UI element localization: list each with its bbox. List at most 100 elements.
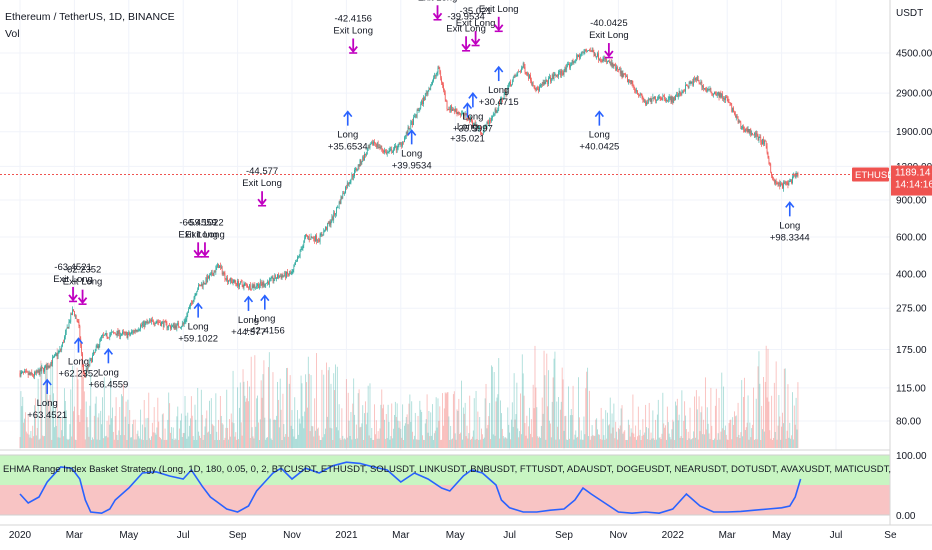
candle-body (493, 113, 495, 115)
volume-bar (171, 438, 173, 448)
candle-body (639, 93, 641, 96)
candle-body (71, 313, 73, 315)
candle-body (141, 325, 142, 327)
candle-body (521, 67, 523, 69)
volume-bar (559, 439, 560, 448)
candle-body (792, 176, 793, 184)
candle-body (200, 285, 201, 287)
candle-body (727, 98, 729, 102)
candle-body (61, 346, 63, 350)
volume-bar (597, 429, 598, 448)
volume-bar (229, 436, 231, 448)
price-axis[interactable] (890, 0, 932, 525)
candle-body (23, 371, 24, 373)
volume-bar (286, 368, 288, 448)
volume-bar (36, 427, 38, 448)
candle-body (140, 325, 141, 330)
volume-bar (681, 390, 683, 448)
volume-bar (727, 439, 729, 448)
candle-body (136, 330, 138, 331)
candle-body (549, 76, 550, 79)
volume-bar (473, 398, 475, 448)
volume-bar (403, 425, 405, 448)
candle-body (569, 64, 570, 68)
volume-bar (774, 431, 776, 448)
candle-body (229, 277, 231, 282)
candle-body (314, 239, 316, 242)
candle-body (19, 373, 21, 377)
volume-bar (749, 422, 751, 448)
candle-body (676, 94, 677, 96)
candle-body (284, 272, 286, 276)
candle-body (57, 352, 59, 357)
candle-body (754, 132, 755, 135)
volume-bar (589, 439, 591, 448)
volume-bar (318, 435, 320, 448)
candle-body (751, 132, 753, 136)
candle-body (725, 96, 726, 100)
candle-body (134, 330, 136, 332)
candle-body (59, 348, 61, 351)
candle-body (718, 91, 720, 98)
candle-body (774, 180, 776, 183)
candle-body (259, 281, 261, 286)
candle-body (635, 90, 636, 92)
candle-body (539, 86, 540, 91)
candle-body (544, 81, 546, 85)
volume-bar (381, 389, 383, 448)
candle-body (231, 280, 233, 283)
volume-bar (485, 383, 487, 448)
candle-body (311, 236, 313, 238)
volume-bar (471, 438, 472, 448)
volume-bar (168, 392, 170, 448)
candle-body (776, 183, 778, 185)
volume-bar (669, 437, 671, 448)
entry-label: Long (254, 314, 275, 325)
candle-body (79, 325, 81, 339)
volume-bar (302, 416, 304, 448)
exit-label: Exit Long (589, 30, 629, 41)
volume-bar (497, 394, 499, 448)
volume-bar (691, 438, 693, 448)
volume-bar (357, 393, 359, 448)
volume-bar (331, 428, 333, 448)
candle-body (741, 128, 743, 130)
volume-bar (578, 417, 580, 448)
candle-body (647, 102, 648, 104)
candle-body (439, 68, 441, 73)
volume-bar (375, 420, 377, 448)
volume-bar (31, 438, 33, 448)
candle-body (527, 73, 529, 75)
candle-body (469, 116, 471, 122)
volume-bar (227, 427, 229, 448)
candle-body (552, 74, 554, 80)
indicator-upper-zone (0, 455, 890, 485)
volume-bar (457, 410, 459, 448)
candle-body (49, 365, 51, 367)
volume-bar (320, 439, 322, 448)
candle-body (766, 146, 768, 153)
volume-bar (267, 437, 268, 448)
candle-body (372, 141, 374, 145)
candle-body (178, 322, 180, 327)
candle-body (241, 282, 243, 285)
candle-body (308, 236, 310, 240)
volume-bar (296, 410, 298, 448)
candle-body (233, 279, 235, 283)
volume-bar (151, 436, 152, 448)
entry-arrowhead (42, 378, 52, 386)
candle-body (426, 92, 428, 94)
candle-body (546, 79, 548, 82)
candle-body (530, 75, 531, 81)
candle-body (728, 101, 730, 103)
candle-body (483, 126, 485, 130)
candle-body (395, 145, 396, 147)
candle-body (150, 320, 151, 322)
volume-bar (452, 438, 453, 448)
candle-body (167, 327, 169, 328)
candle-body (685, 85, 686, 92)
volume-bar (388, 421, 390, 448)
candle-body (255, 286, 257, 288)
entry-label: Long (37, 398, 58, 409)
